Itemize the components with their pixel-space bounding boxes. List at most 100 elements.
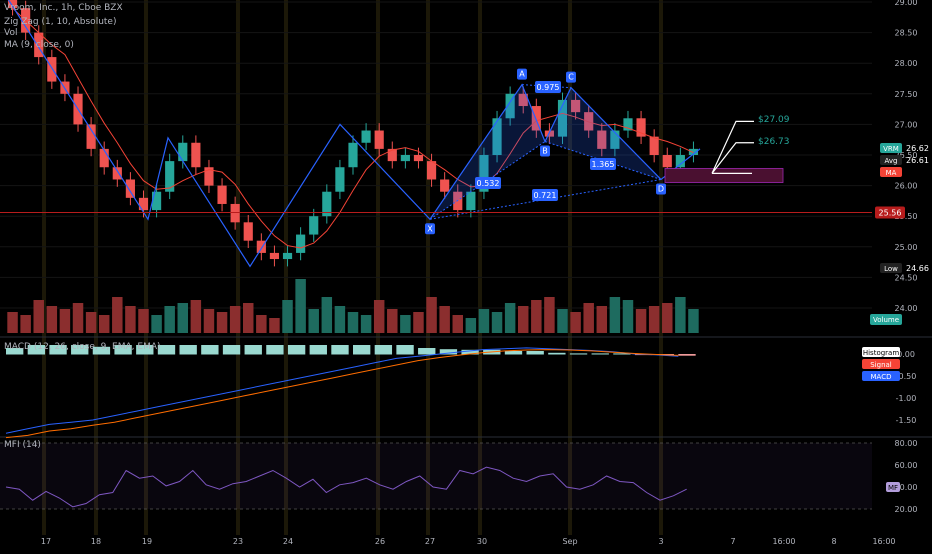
volume-bar <box>413 312 424 333</box>
candle-body <box>531 106 541 131</box>
volume-bar <box>347 312 359 333</box>
macd-histogram-bar <box>396 345 414 355</box>
price-tick-label: 27.00 <box>895 120 918 129</box>
candle-body <box>571 99 581 113</box>
ratio-ac: 0.975 <box>537 83 560 92</box>
mfi-band <box>0 443 872 509</box>
candle-body <box>217 185 227 204</box>
macd-histogram-bar <box>418 348 436 355</box>
macd-histogram-bar <box>49 345 67 355</box>
volume-bar <box>190 300 202 333</box>
macd-histogram-bar <box>6 348 24 355</box>
avg-tag-label: Avg <box>885 157 898 165</box>
volume-bar <box>269 318 280 333</box>
candle-body <box>256 240 266 253</box>
candle-body <box>557 99 568 137</box>
symbol-legend[interactable]: Vroom, Inc., 1h, Cboe BZX <box>4 3 123 13</box>
signal-line <box>5 349 679 439</box>
macd-histogram-bar <box>331 345 349 355</box>
macd-histogram-bar <box>591 353 609 355</box>
time-tick-label: 8 <box>831 537 836 546</box>
macd-histogram-bar <box>27 345 46 355</box>
volume-bar <box>544 297 555 333</box>
time-tick-label: 3 <box>658 537 663 546</box>
ma-tag-label: MA <box>886 169 897 177</box>
candle-body <box>466 191 476 211</box>
volume-bar <box>360 315 372 333</box>
ma-legend[interactable]: MA (9, close, 0) <box>4 40 74 50</box>
session-band-1 <box>94 0 98 535</box>
candle-body <box>426 161 437 180</box>
time-tick-label: 16:00 <box>872 537 895 546</box>
candle-body <box>597 130 607 149</box>
vol-legend[interactable]: Vol <box>4 28 18 38</box>
candle-body <box>309 216 319 235</box>
candle-body <box>7 0 18 9</box>
volume-bar <box>373 300 385 333</box>
price-tick-label: 27.50 <box>895 90 918 99</box>
volume-tag-bg <box>870 314 902 325</box>
pattern-point-C-bg <box>566 71 576 83</box>
time-tick-label: 18 <box>91 537 101 546</box>
macd-tick-label: 0.00 <box>897 350 915 359</box>
macd-histogram-bar <box>461 349 479 355</box>
volume-bar <box>177 303 189 333</box>
candle-body <box>282 252 293 260</box>
candle-body <box>479 155 489 192</box>
volume-bar <box>112 297 123 333</box>
macd-histogram-bar <box>548 352 566 355</box>
macd-tag-macd: MACD <box>871 373 892 381</box>
candle-body <box>675 155 685 168</box>
macd-histogram-bar <box>526 351 544 355</box>
candle-body <box>125 179 135 198</box>
macd-histogram-bar <box>613 353 631 355</box>
macd-histogram-bar <box>71 345 89 355</box>
candle-body <box>374 130 384 149</box>
candle-body <box>47 57 57 82</box>
macd-histogram-bar <box>136 345 154 355</box>
candle-body <box>269 252 280 260</box>
volume-bar <box>609 297 621 333</box>
volume-bar <box>164 306 175 333</box>
macd-histogram-bar <box>114 345 132 355</box>
ratio-xb: 0.532 <box>477 179 500 188</box>
macd-histogram-bar <box>266 345 284 355</box>
time-tick-label: 7 <box>730 537 735 546</box>
session-band-4 <box>284 0 288 535</box>
volume-bar <box>622 300 634 333</box>
candle-body <box>243 222 253 241</box>
candle-body <box>400 155 410 162</box>
volume-bar <box>33 300 44 333</box>
target-t2: $26.73 <box>758 137 790 147</box>
candle-body <box>152 191 162 211</box>
macd-histogram-bar <box>157 345 176 355</box>
candle-body <box>86 124 96 149</box>
mfi-tick-label: 60.00 <box>895 461 918 470</box>
volume-bar <box>662 303 673 333</box>
mfi-tick-label: 20.00 <box>895 505 918 514</box>
candle-body <box>34 32 44 58</box>
mfi-legend[interactable]: MFI (14) <box>4 440 41 450</box>
mfi-tag: MF <box>888 484 898 492</box>
volume-bar <box>85 312 97 333</box>
candle-body <box>335 167 345 192</box>
candle-body <box>204 167 214 186</box>
volume-bar <box>570 312 581 333</box>
volume-bar <box>72 303 84 333</box>
session-band-8 <box>568 0 572 535</box>
price-tick-label: 25.00 <box>895 243 918 252</box>
vrm-tag-label: VRM <box>883 145 899 153</box>
volume-bar <box>648 306 660 333</box>
macd-tag-signal: Signal <box>870 361 892 369</box>
macd-legend[interactable]: MACD (12, 26, close, 9, EMA, EMA) <box>4 342 161 352</box>
macd-histogram-bar <box>439 349 458 355</box>
time-tick-label: Sep <box>562 537 577 546</box>
time-tick-label: 24 <box>283 537 293 546</box>
volume-bar <box>308 309 319 333</box>
pattern-xab-fill <box>430 84 545 220</box>
pattern-point-X-bg <box>425 223 435 235</box>
zigzag-legend[interactable]: Zig Zag (1, 10, Absolute) <box>4 17 117 27</box>
macd-tick-label: -0.50 <box>896 372 917 381</box>
